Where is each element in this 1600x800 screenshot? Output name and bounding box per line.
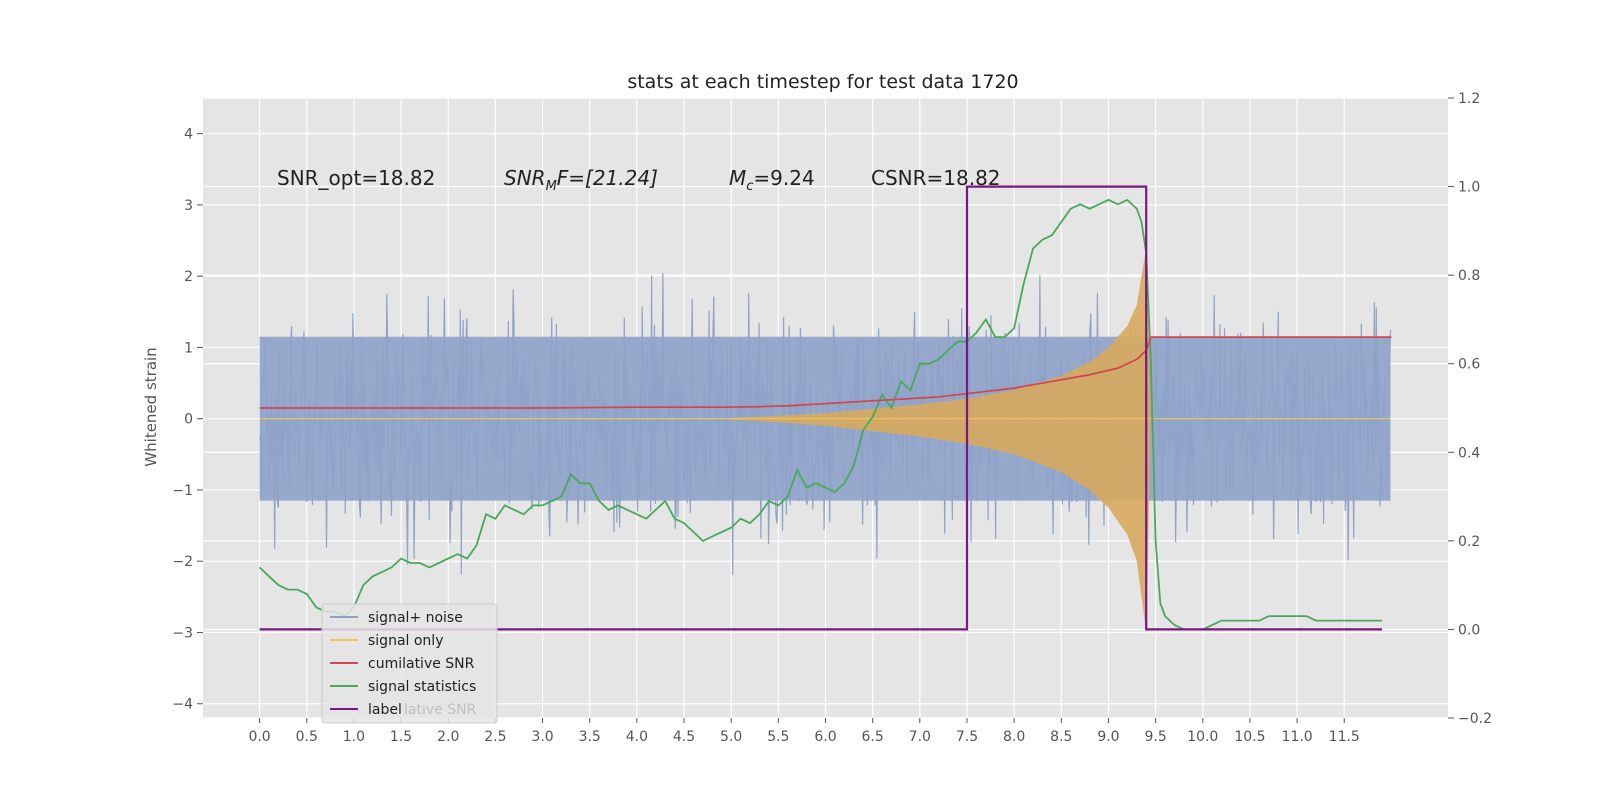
annotation-snr-mf: SNRMF=[21.24] (504, 166, 658, 194)
series-signal-only (259, 247, 1391, 633)
y2-tick-label: 0.8 (1458, 268, 1480, 284)
x-tick-label: 1.5 (390, 729, 412, 745)
y-tick-label: −4 (172, 697, 193, 713)
x-tick-label: 6.5 (862, 729, 884, 745)
x-tick-label: 3.0 (531, 729, 553, 745)
x-tick-label: 5.5 (767, 729, 789, 745)
y2-tick-label: −0.2 (1458, 711, 1492, 727)
y-tick-label: −1 (172, 483, 193, 499)
x-tick-label: 9.0 (1097, 729, 1119, 745)
series-line-label (259, 185, 1382, 631)
x-tick-label: 10.0 (1187, 729, 1218, 745)
y2-tick-label: 1.0 (1458, 180, 1480, 196)
legend-label: signal statistics (368, 679, 476, 695)
x-tick-label: 0.0 (248, 729, 270, 745)
x-axis-ticks: 0.0 0.5 1.0 1.5 2.0 2.5 3.0 3.5 4.0 4.5 5.0 5.5 6.0 6… (248, 718, 1360, 745)
x-tick-label: 4.0 (626, 729, 648, 745)
y-axis-ticks: −4 −3 −2 −1 0 1 2 3 4 (172, 127, 203, 713)
y2-tick-label: 0.4 (1458, 445, 1480, 461)
y2-axis-ticks: −0.2 0.0 0.2 0.4 0.6 0.8 1.0 1.2 (1448, 91, 1492, 727)
x-tick-label: 6.0 (814, 729, 836, 745)
y2-tick-label: 0.2 (1458, 534, 1480, 550)
legend-label: label (368, 702, 402, 718)
annotation-csnr: CSNR=18.82 (871, 166, 1001, 190)
x-tick-label: 7.0 (909, 729, 931, 745)
legend-label: signal+ noise (368, 610, 463, 626)
x-tick-label: 8.0 (1003, 729, 1025, 745)
y2-tick-label: 1.2 (1458, 91, 1480, 107)
x-tick-label: 10.5 (1234, 729, 1265, 745)
x-tick-label: 11.5 (1329, 729, 1360, 745)
y-tick-label: −3 (172, 625, 193, 641)
x-tick-label: 3.5 (579, 729, 601, 745)
y2-tick-label: 0.0 (1458, 622, 1480, 638)
x-tick-label: 2.0 (437, 729, 459, 745)
y-tick-label: 3 (184, 198, 193, 214)
x-tick-label: 7.5 (956, 729, 978, 745)
annotation-mc: Mc=9.24 (729, 166, 815, 194)
y-tick-label: 2 (184, 269, 193, 285)
y-tick-label: −2 (172, 554, 193, 570)
legend-label: cumilative SNR (368, 656, 475, 672)
x-tick-label: 5.0 (720, 729, 742, 745)
x-tick-label: 9.5 (1144, 729, 1166, 745)
y-tick-label: 4 (184, 127, 193, 143)
x-tick-label: 8.5 (1050, 729, 1072, 745)
y-tick-label: 0 (184, 412, 193, 428)
chart-title: stats at each timestep for test data 172… (627, 71, 1018, 93)
y2-tick-label: 0.6 (1458, 357, 1480, 373)
x-tick-label: 2.5 (484, 729, 506, 745)
x-tick-label: 4.5 (673, 729, 695, 745)
series-lines (258, 185, 1392, 631)
legend-ghost-text: lative SNR (404, 702, 477, 718)
x-tick-label: 11.0 (1282, 729, 1313, 745)
y-axis-label: Whitened strain (142, 347, 160, 466)
y-tick-label: 1 (184, 340, 193, 356)
x-tick-label: 0.5 (296, 729, 318, 745)
x-tick-label: 1.0 (343, 729, 365, 745)
series-line-cumilative-snr (259, 336, 1392, 409)
legend-box (321, 603, 498, 724)
signal-envelope (731, 247, 1151, 633)
legend: lative SNR signal+ noise signal only cumil… (321, 603, 498, 724)
annotation-snr-opt: SNR_opt=18.82 (277, 166, 435, 190)
legend-label: signal only (368, 633, 443, 649)
